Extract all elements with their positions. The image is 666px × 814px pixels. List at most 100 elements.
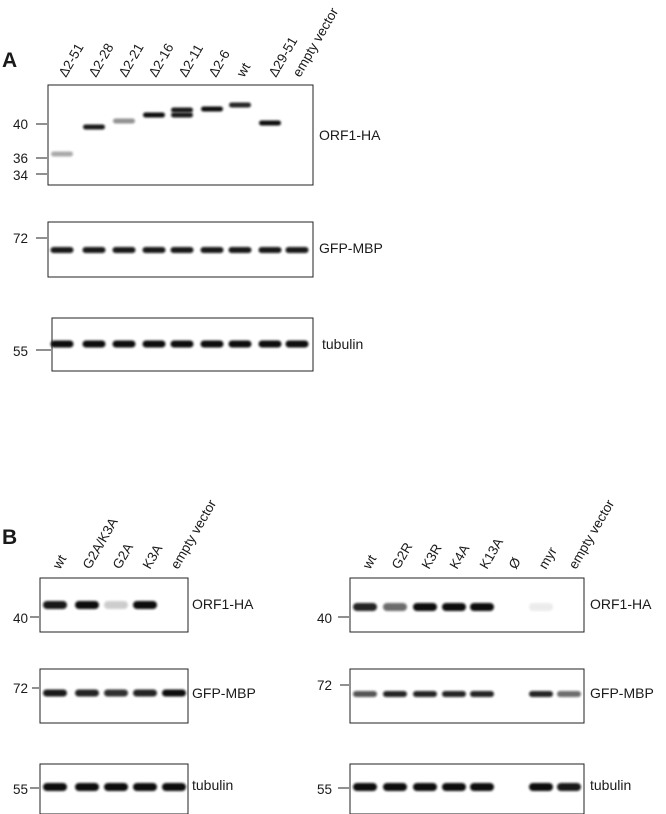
band — [82, 247, 106, 253]
band — [259, 120, 281, 126]
band — [442, 783, 466, 791]
blot-frame — [47, 84, 314, 186]
band — [201, 106, 223, 112]
band — [171, 112, 193, 118]
band — [353, 691, 377, 697]
band — [529, 691, 553, 697]
band-group — [50, 340, 309, 348]
band — [133, 783, 157, 791]
marker-label: 34 — [13, 168, 29, 183]
band — [51, 151, 73, 157]
marker-label: 72 — [13, 681, 28, 696]
band — [75, 601, 99, 609]
band — [470, 691, 494, 697]
band-group — [353, 691, 581, 697]
band — [228, 247, 252, 253]
marker-label: 40 — [13, 611, 28, 626]
band — [229, 102, 251, 108]
band — [200, 340, 224, 348]
band — [442, 691, 466, 697]
marker-label: 36 — [13, 151, 28, 166]
lane-label: Δ2-11 — [176, 42, 207, 80]
band-group — [43, 783, 186, 791]
band-group — [50, 247, 309, 253]
band-group — [43, 689, 186, 697]
band — [75, 783, 99, 791]
blot-label: tubulin — [192, 777, 233, 793]
marker-label: 40 — [13, 117, 28, 132]
marker-label: 55 — [13, 344, 28, 359]
marker-label: 72 — [13, 231, 28, 246]
lane-label: G2A — [110, 541, 136, 572]
blot-label: ORF1-HA — [590, 596, 652, 612]
band — [104, 783, 128, 791]
band — [383, 691, 407, 697]
band — [470, 783, 494, 791]
band — [413, 691, 437, 697]
lane-label: G2R — [389, 540, 416, 572]
band — [113, 118, 135, 124]
lane-label: wt — [49, 552, 69, 572]
band — [200, 247, 224, 253]
band — [258, 340, 282, 348]
marker-label: 40 — [317, 611, 332, 626]
band — [112, 340, 136, 348]
band — [285, 340, 309, 348]
lane-label: Δ2-51 — [56, 41, 87, 80]
lane-label: wt — [359, 552, 379, 572]
band — [43, 601, 67, 609]
band — [529, 783, 553, 791]
band — [162, 783, 186, 791]
blot-label: ORF1-HA — [192, 596, 254, 612]
band — [83, 124, 105, 130]
panel-b: B wt G2A/K3A G2A K3A empty vector wt G2R… — [2, 497, 654, 814]
blot-label: GFP-MBP — [192, 685, 256, 701]
band — [43, 689, 67, 697]
band — [104, 601, 128, 609]
lane-label: Δ2-6 — [206, 47, 233, 79]
band — [43, 783, 67, 791]
band — [133, 601, 157, 609]
band — [112, 247, 136, 253]
band — [171, 107, 193, 113]
lane-label: Δ2-16 — [146, 41, 177, 80]
lane-label: Δ2-28 — [86, 41, 117, 80]
band-group — [353, 783, 581, 791]
band — [285, 247, 309, 253]
panel-b-left-blots: 40 ORF1-HA 72 GFP-MBP 55 tubulin — [13, 577, 256, 814]
band — [104, 689, 128, 697]
blot-label: tubulin — [590, 777, 631, 793]
band-group — [353, 603, 553, 611]
band — [353, 603, 377, 611]
band — [170, 247, 194, 253]
band — [353, 783, 377, 791]
panel-a-letter: A — [2, 49, 17, 72]
blot-gfp-mbp: 72 GFP-MBP — [13, 221, 383, 278]
lane-label: K3A — [140, 542, 166, 572]
band — [228, 340, 252, 348]
lane-label: Ø — [506, 554, 524, 571]
band — [557, 691, 581, 697]
band — [470, 603, 494, 611]
band — [50, 247, 74, 253]
band — [383, 603, 407, 611]
blot-label: tubulin — [322, 336, 363, 352]
band — [170, 340, 194, 348]
band — [133, 689, 157, 697]
band — [142, 247, 166, 253]
lane-label: empty vector — [168, 497, 220, 572]
lane-label: empty vector — [566, 497, 618, 572]
panel-a-lane-labels: Δ2-51 Δ2-28 Δ2-21 Δ2-16 Δ2-11 Δ2-6 wt Δ2… — [56, 5, 342, 81]
band — [383, 783, 407, 791]
band — [557, 783, 581, 791]
marker-label: 55 — [317, 782, 332, 797]
lane-label: myr — [536, 544, 560, 571]
marker-label: 55 — [13, 782, 28, 797]
marker-label: 72 — [317, 678, 332, 693]
panel-b-letter: B — [2, 526, 17, 549]
blot-tubulin: 55 tubulin — [13, 317, 363, 372]
panel-a: A Δ2-51 Δ2-28 Δ2-21 Δ2-16 Δ2-11 Δ2-6 wt … — [2, 5, 383, 372]
band — [529, 603, 553, 611]
panel-b-right-lane-labels: wt G2R K3R K4A K13A Ø myr empty vector — [359, 497, 617, 573]
